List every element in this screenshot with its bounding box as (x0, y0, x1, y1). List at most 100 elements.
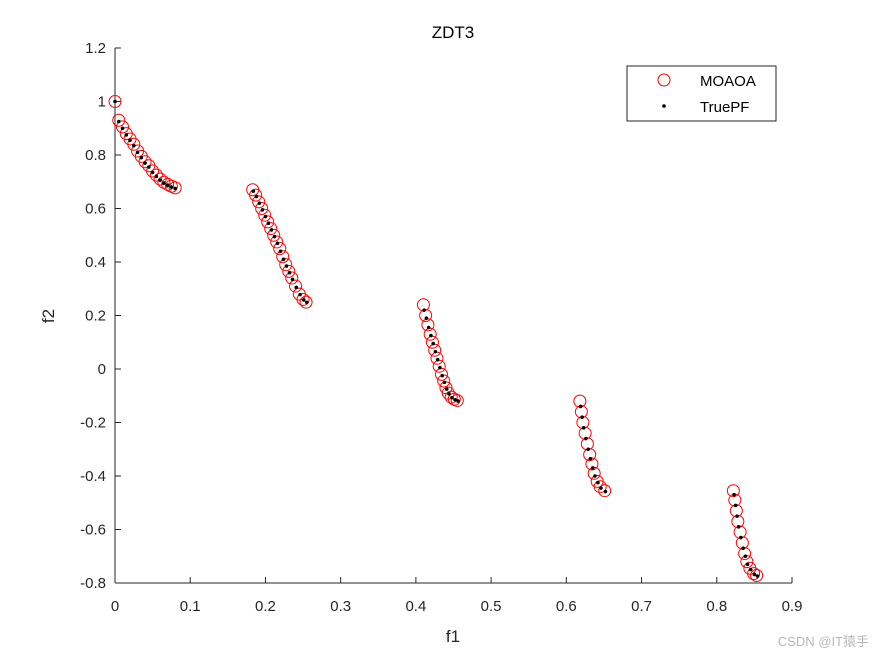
point-moaoa (146, 164, 160, 178)
point-moaoa (108, 95, 122, 108)
point-truepf (143, 161, 147, 165)
legend-box (626, 65, 777, 122)
point-moaoa (450, 394, 464, 408)
y-tick-label: 0.6 (85, 201, 106, 218)
y-tick-label: 0 (98, 361, 106, 378)
point-truepf (435, 357, 440, 362)
point-truepf (745, 562, 750, 567)
plot-area (115, 48, 792, 583)
point-truepf (444, 387, 449, 391)
point-moaoa (249, 188, 263, 202)
x-tick-label: 0.4 (405, 598, 426, 615)
point-truepf (422, 308, 426, 312)
point-truepf (305, 300, 309, 305)
point-moaoa (138, 155, 152, 169)
axes: 0 0.1 0.2 0.3 0.4 0.5 0.6 0.7 0.8 0.9 -0.8-0.6-0.… (80, 40, 802, 615)
point-truepf (733, 503, 738, 508)
legend-label-truepf: TruePF (700, 99, 749, 116)
y-tick-label: 1 (98, 94, 106, 111)
point-truepf (150, 170, 155, 175)
x-axis-title: f1 (446, 627, 460, 646)
y-tick-label: 0.2 (85, 308, 106, 325)
point-truepf (281, 257, 286, 262)
point-moaoa (270, 235, 284, 249)
point-truepf (755, 574, 760, 578)
point-truepf (158, 178, 162, 182)
series-layer (108, 95, 764, 583)
x-tick-label: 0.5 (481, 598, 502, 615)
legend-marker-moaoa (657, 73, 671, 87)
x-tick-label: 0.1 (180, 598, 201, 615)
point-truepf (260, 208, 265, 212)
x-tick-label: 0.8 (706, 598, 727, 615)
point-moaoa (726, 484, 740, 498)
point-truepf (116, 119, 121, 124)
point-truepf (739, 535, 743, 540)
point-moaoa (279, 258, 293, 272)
x-tick-label: 0.3 (330, 598, 351, 615)
point-truepf (426, 325, 431, 330)
point-moaoa (273, 242, 287, 256)
point-truepf (431, 341, 435, 346)
point-moaoa (116, 120, 130, 134)
x-tick-label: 0.7 (631, 598, 652, 615)
y-axis-title: f2 (39, 309, 58, 323)
point-truepf (429, 333, 433, 338)
point-truepf (169, 185, 174, 189)
point-truepf (424, 316, 429, 320)
point-moaoa (296, 292, 310, 306)
point-truepf (743, 554, 748, 559)
x-tick-label: 0 (111, 598, 119, 615)
legend-marker-truepf (662, 104, 666, 108)
point-moaoa (276, 250, 290, 264)
point-truepf (254, 194, 259, 199)
point-moaoa (168, 181, 182, 195)
point-truepf (752, 572, 757, 577)
x-tick-label: 0.6 (556, 598, 577, 615)
y-tick-label: -0.2 (80, 415, 106, 432)
point-truepf (263, 214, 268, 219)
y-tick-label: 0.8 (85, 147, 106, 164)
point-moaoa (598, 484, 612, 498)
point-moaoa (444, 390, 458, 404)
point-truepf (584, 436, 588, 441)
point-moaoa (255, 202, 269, 215)
point-truepf (294, 285, 299, 290)
point-truepf (113, 99, 117, 104)
point-truepf (433, 349, 438, 354)
point-truepf (447, 392, 451, 396)
point-truepf (456, 399, 460, 403)
point-moaoa (747, 567, 761, 581)
point-truepf (732, 492, 736, 497)
point-truepf (290, 277, 295, 282)
point-truepf (302, 298, 306, 302)
point-truepf (132, 143, 136, 148)
point-truepf (298, 292, 302, 297)
legend-label-moaoa: MOAOA (700, 73, 756, 90)
point-truepf (735, 514, 739, 518)
chart-title: ZDT3 (432, 23, 475, 42)
point-truepf (284, 264, 289, 268)
x-tick-label: 0.9 (782, 598, 803, 615)
point-truepf (580, 415, 584, 419)
point-truepf (593, 474, 597, 478)
point-truepf (596, 480, 600, 485)
point-truepf (440, 373, 445, 378)
point-truepf (269, 228, 274, 232)
point-truepf (586, 447, 590, 452)
y-tick-label: 1.2 (85, 40, 106, 57)
legend: MOAOA TruePF (626, 65, 777, 122)
point-truepf (266, 221, 271, 226)
point-truepf (251, 189, 256, 193)
point-truepf (272, 234, 277, 239)
point-moaoa (285, 271, 299, 285)
y-ticks: -0.8 -0.6 -0.4 -0.2 0 0.2 0.4 0.6 0.8 1 1.2 (80, 40, 121, 592)
y-tick-label: 0.4 (85, 254, 106, 271)
point-truepf (275, 241, 280, 246)
point-moaoa (149, 168, 163, 182)
point-moaoa (593, 480, 607, 494)
point-truepf (124, 133, 129, 137)
y-tick-label: -0.6 (80, 522, 106, 539)
point-truepf (135, 150, 140, 155)
